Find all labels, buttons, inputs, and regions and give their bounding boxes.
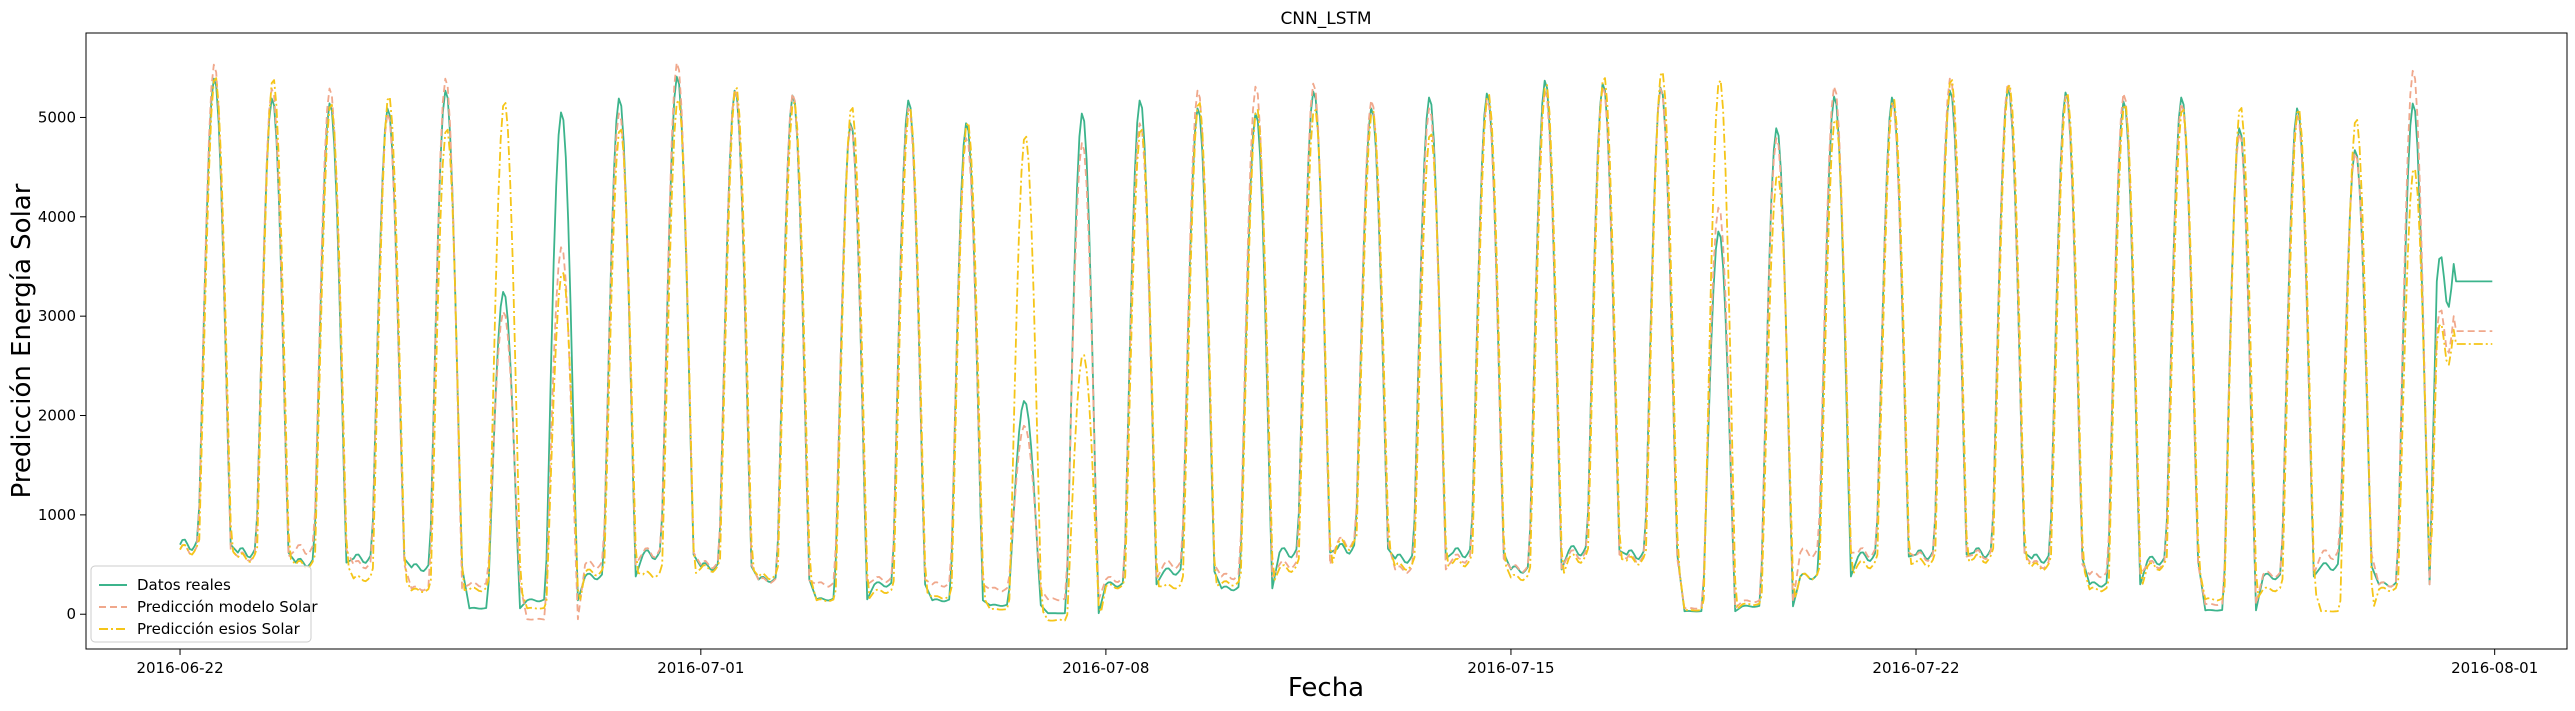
legend-label-prediccion-esios: Predicción esios Solar [137, 620, 301, 638]
x-tick-label: 2016-07-22 [1872, 659, 1959, 677]
y-axis-label: Predicción Energía Solar [7, 183, 37, 498]
x-tick-label: 2016-06-22 [136, 659, 223, 677]
legend: Datos reales Predicción modelo Solar Pre… [90, 565, 318, 643]
plot-area [179, 61, 2493, 622]
x-tick-label: 2016-07-08 [1062, 659, 1149, 677]
series-line-0 [179, 75, 2493, 615]
x-axis: 2016-06-22 2016-07-01 2016-07-08 2016-07-15… [136, 649, 2538, 677]
y-tick-label: 3000 [38, 307, 76, 325]
legend-label-prediccion-modelo: Predicción modelo Solar [137, 598, 318, 616]
y-tick-label: 4000 [38, 208, 76, 226]
x-tick-label: 2016-07-01 [657, 659, 744, 677]
series-line-2 [179, 71, 2493, 622]
y-tick-label: 1000 [38, 506, 76, 524]
x-tick-label: 2016-08-01 [2451, 659, 2538, 677]
legend-box [90, 565, 312, 643]
x-axis-label: Fecha [1288, 673, 1364, 703]
series-line-1 [179, 61, 2493, 621]
chart-title: CNN_LSTM [1280, 9, 1371, 29]
y-tick-label: 0 [66, 605, 76, 623]
y-tick-label: 2000 [38, 407, 76, 425]
legend-label-datos-reales: Datos reales [137, 576, 231, 594]
y-tick-label: 5000 [38, 108, 76, 126]
plot-frame [85, 32, 2568, 650]
y-axis: 0 1000 2000 3000 4000 5000 [38, 108, 86, 623]
x-tick-label: 2016-07-15 [1467, 659, 1554, 677]
